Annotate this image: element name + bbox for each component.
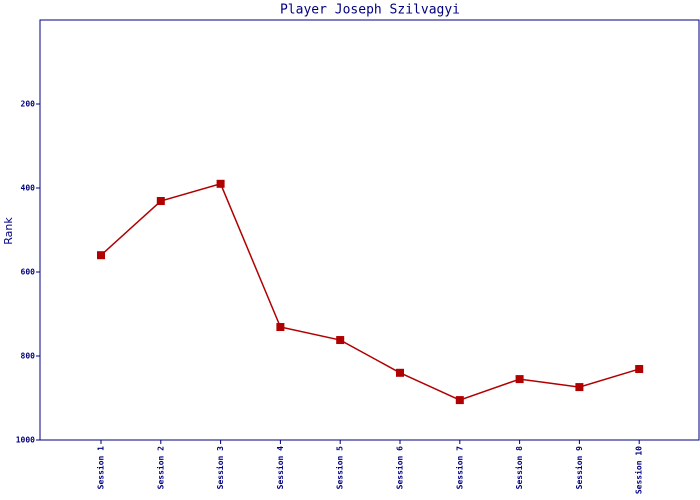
point-marker — [635, 365, 644, 374]
point-marker — [515, 375, 524, 384]
point-marker — [336, 336, 345, 345]
chart-title: Player Joseph Szilvagyi — [280, 3, 460, 18]
x-tick-label: Session 8 — [514, 446, 524, 490]
x-tick-label: Session 2 — [155, 446, 165, 490]
y-tick-label: 200 — [21, 100, 36, 109]
x-tick-label: Session 3 — [215, 446, 225, 490]
point-marker — [156, 197, 165, 206]
x-tick-label: Session 10 — [634, 446, 644, 494]
point-marker — [276, 323, 285, 332]
y-tick-label: 600 — [21, 268, 36, 277]
y-tick-label: 800 — [21, 352, 36, 361]
x-tick-label: Session 1 — [96, 446, 106, 490]
y-tick-label: 1000 — [16, 436, 35, 445]
x-tick-label: Session 9 — [574, 446, 584, 490]
point-marker — [216, 179, 225, 188]
y-axis-label: Rank — [2, 217, 15, 245]
x-tick-label: Session 4 — [275, 446, 285, 490]
plot-frame — [39, 19, 700, 441]
y-tick-label: 400 — [21, 184, 36, 193]
series-line — [100, 182, 640, 401]
x-tick-label: Session 5 — [335, 446, 345, 490]
point-marker — [97, 251, 105, 260]
point-marker — [455, 396, 464, 405]
x-tick-label: Session 7 — [454, 446, 464, 490]
point-marker — [575, 383, 584, 392]
point-marker — [396, 368, 404, 377]
x-tick-label: Session 6 — [395, 446, 405, 490]
